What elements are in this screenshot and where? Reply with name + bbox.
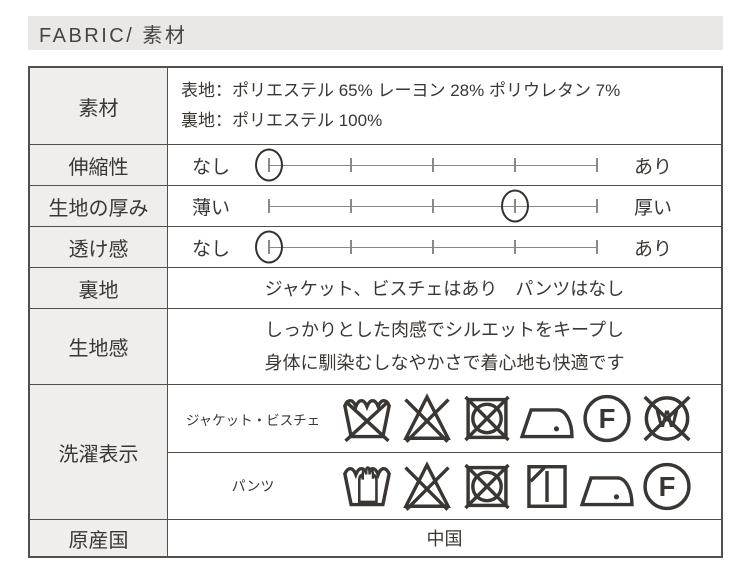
origin-value: 中国 xyxy=(168,520,721,556)
row-label-origin: 原産国 xyxy=(30,520,168,556)
scale-track xyxy=(268,189,598,223)
section-title: FABRIC/ 素材 xyxy=(39,24,188,47)
material-value: 表地：ポリエステル 65% レーヨン 28% ポリウレタン 7% 裏地：ポリエス… xyxy=(168,68,721,144)
fabric-spec-panel: FABRIC/ 素材 素材 表地：ポリエステル 65% レーヨン 28% ポリウ… xyxy=(28,16,723,558)
iron-low-icon xyxy=(518,391,576,446)
scale-tick xyxy=(268,199,270,213)
row-label-lining: 裏地 xyxy=(30,268,168,308)
svg-text:F: F xyxy=(599,403,616,434)
svg-text:F: F xyxy=(659,470,676,501)
scale-tick xyxy=(349,240,352,254)
row-lining: 裏地 ジャケット、ビスチェはあり パンツはなし xyxy=(30,267,721,308)
scale-marker xyxy=(500,189,529,223)
scale-min-label: なし xyxy=(192,238,231,260)
lining-value: ジャケット、ビスチェはあり パンツはなし xyxy=(168,268,721,308)
row-texture: 生地感 しっかりとした肉感でシルエットをキープし 身体に馴染むしなやかさで着心地… xyxy=(30,308,721,384)
do-not-tumble-dry-icon xyxy=(458,391,516,446)
scale-tick xyxy=(431,158,434,172)
sheerness-scale: なし あり xyxy=(168,227,721,267)
row-label-material: 素材 xyxy=(30,68,168,144)
hand-wash-icon xyxy=(338,459,396,514)
care-icon-strip: F xyxy=(338,459,696,514)
line-dry-shade-icon xyxy=(518,459,576,514)
care-group-name: ジャケット・ビスチェ xyxy=(185,412,321,428)
dry-clean-F-icon: F xyxy=(578,391,636,446)
do-not-tumble-dry-icon xyxy=(458,459,516,514)
scale-tick xyxy=(595,158,598,172)
row-label-texture: 生地感 xyxy=(30,309,168,384)
do-not-bleach-icon xyxy=(398,459,456,514)
care-group-name: パンツ xyxy=(231,478,275,494)
fabric-spec-table: 素材 表地：ポリエステル 65% レーヨン 28% ポリウレタン 7% 裏地：ポ… xyxy=(28,66,723,558)
row-label-sheerness: 透け感 xyxy=(30,227,168,267)
scale-marker xyxy=(255,148,283,182)
do-not-bleach-icon xyxy=(398,391,456,446)
row-origin: 原産国 中国 xyxy=(30,519,721,556)
texture-line-2: 身体に馴染むしなやかさで着心地も快適です xyxy=(264,352,625,373)
texture-line-1: しっかりとした肉感でシルエットをキープし xyxy=(265,320,624,341)
row-stretch: 伸縮性 なし あり xyxy=(30,144,721,185)
material-lining-line: 裏地：ポリエステル 100% xyxy=(181,111,383,130)
row-thickness: 生地の厚み 薄い 厚い xyxy=(30,185,721,226)
texture-value: しっかりとした肉感でシルエットをキープし 身体に馴染むしなやかさで着心地も快適で… xyxy=(168,309,721,384)
iron-low-icon xyxy=(578,459,636,514)
do-not-wet-clean-icon: W xyxy=(638,391,696,446)
care-group-pants: パンツ F xyxy=(168,452,721,519)
scale-track xyxy=(255,230,598,264)
scale-tick xyxy=(595,240,598,254)
scale-tick xyxy=(349,199,352,213)
scale-track xyxy=(255,148,598,182)
do-not-wash-icon xyxy=(338,391,396,446)
material-outer-line: 表地：ポリエステル 65% レーヨン 28% ポリウレタン 7% xyxy=(181,81,621,101)
scale-max-label: 厚い xyxy=(633,197,672,219)
scale-tick xyxy=(349,158,352,172)
scale-max-label: あり xyxy=(633,156,672,178)
scale-tick xyxy=(513,158,516,172)
thickness-scale: 薄い 厚い xyxy=(168,186,721,226)
scale-max-label: あり xyxy=(633,238,672,260)
dry-clean-F-icon: F xyxy=(638,459,696,514)
scale-tick xyxy=(513,240,516,254)
scale-marker xyxy=(255,230,283,264)
scale-tick xyxy=(595,199,598,213)
row-label-care: 洗濯表示 xyxy=(30,385,168,519)
row-material: 素材 表地：ポリエステル 65% レーヨン 28% ポリウレタン 7% 裏地：ポ… xyxy=(30,68,721,144)
scale-min-label: 薄い xyxy=(192,197,231,219)
scale-tick xyxy=(431,240,434,254)
stretch-scale: なし あり xyxy=(168,145,721,185)
row-sheerness: 透け感 なし あり xyxy=(30,226,721,267)
row-label-stretch: 伸縮性 xyxy=(30,145,168,185)
scale-tick xyxy=(431,199,434,213)
section-header: FABRIC/ 素材 xyxy=(28,16,723,50)
scale-min-label: なし xyxy=(192,156,231,178)
row-label-thickness: 生地の厚み xyxy=(30,186,168,226)
